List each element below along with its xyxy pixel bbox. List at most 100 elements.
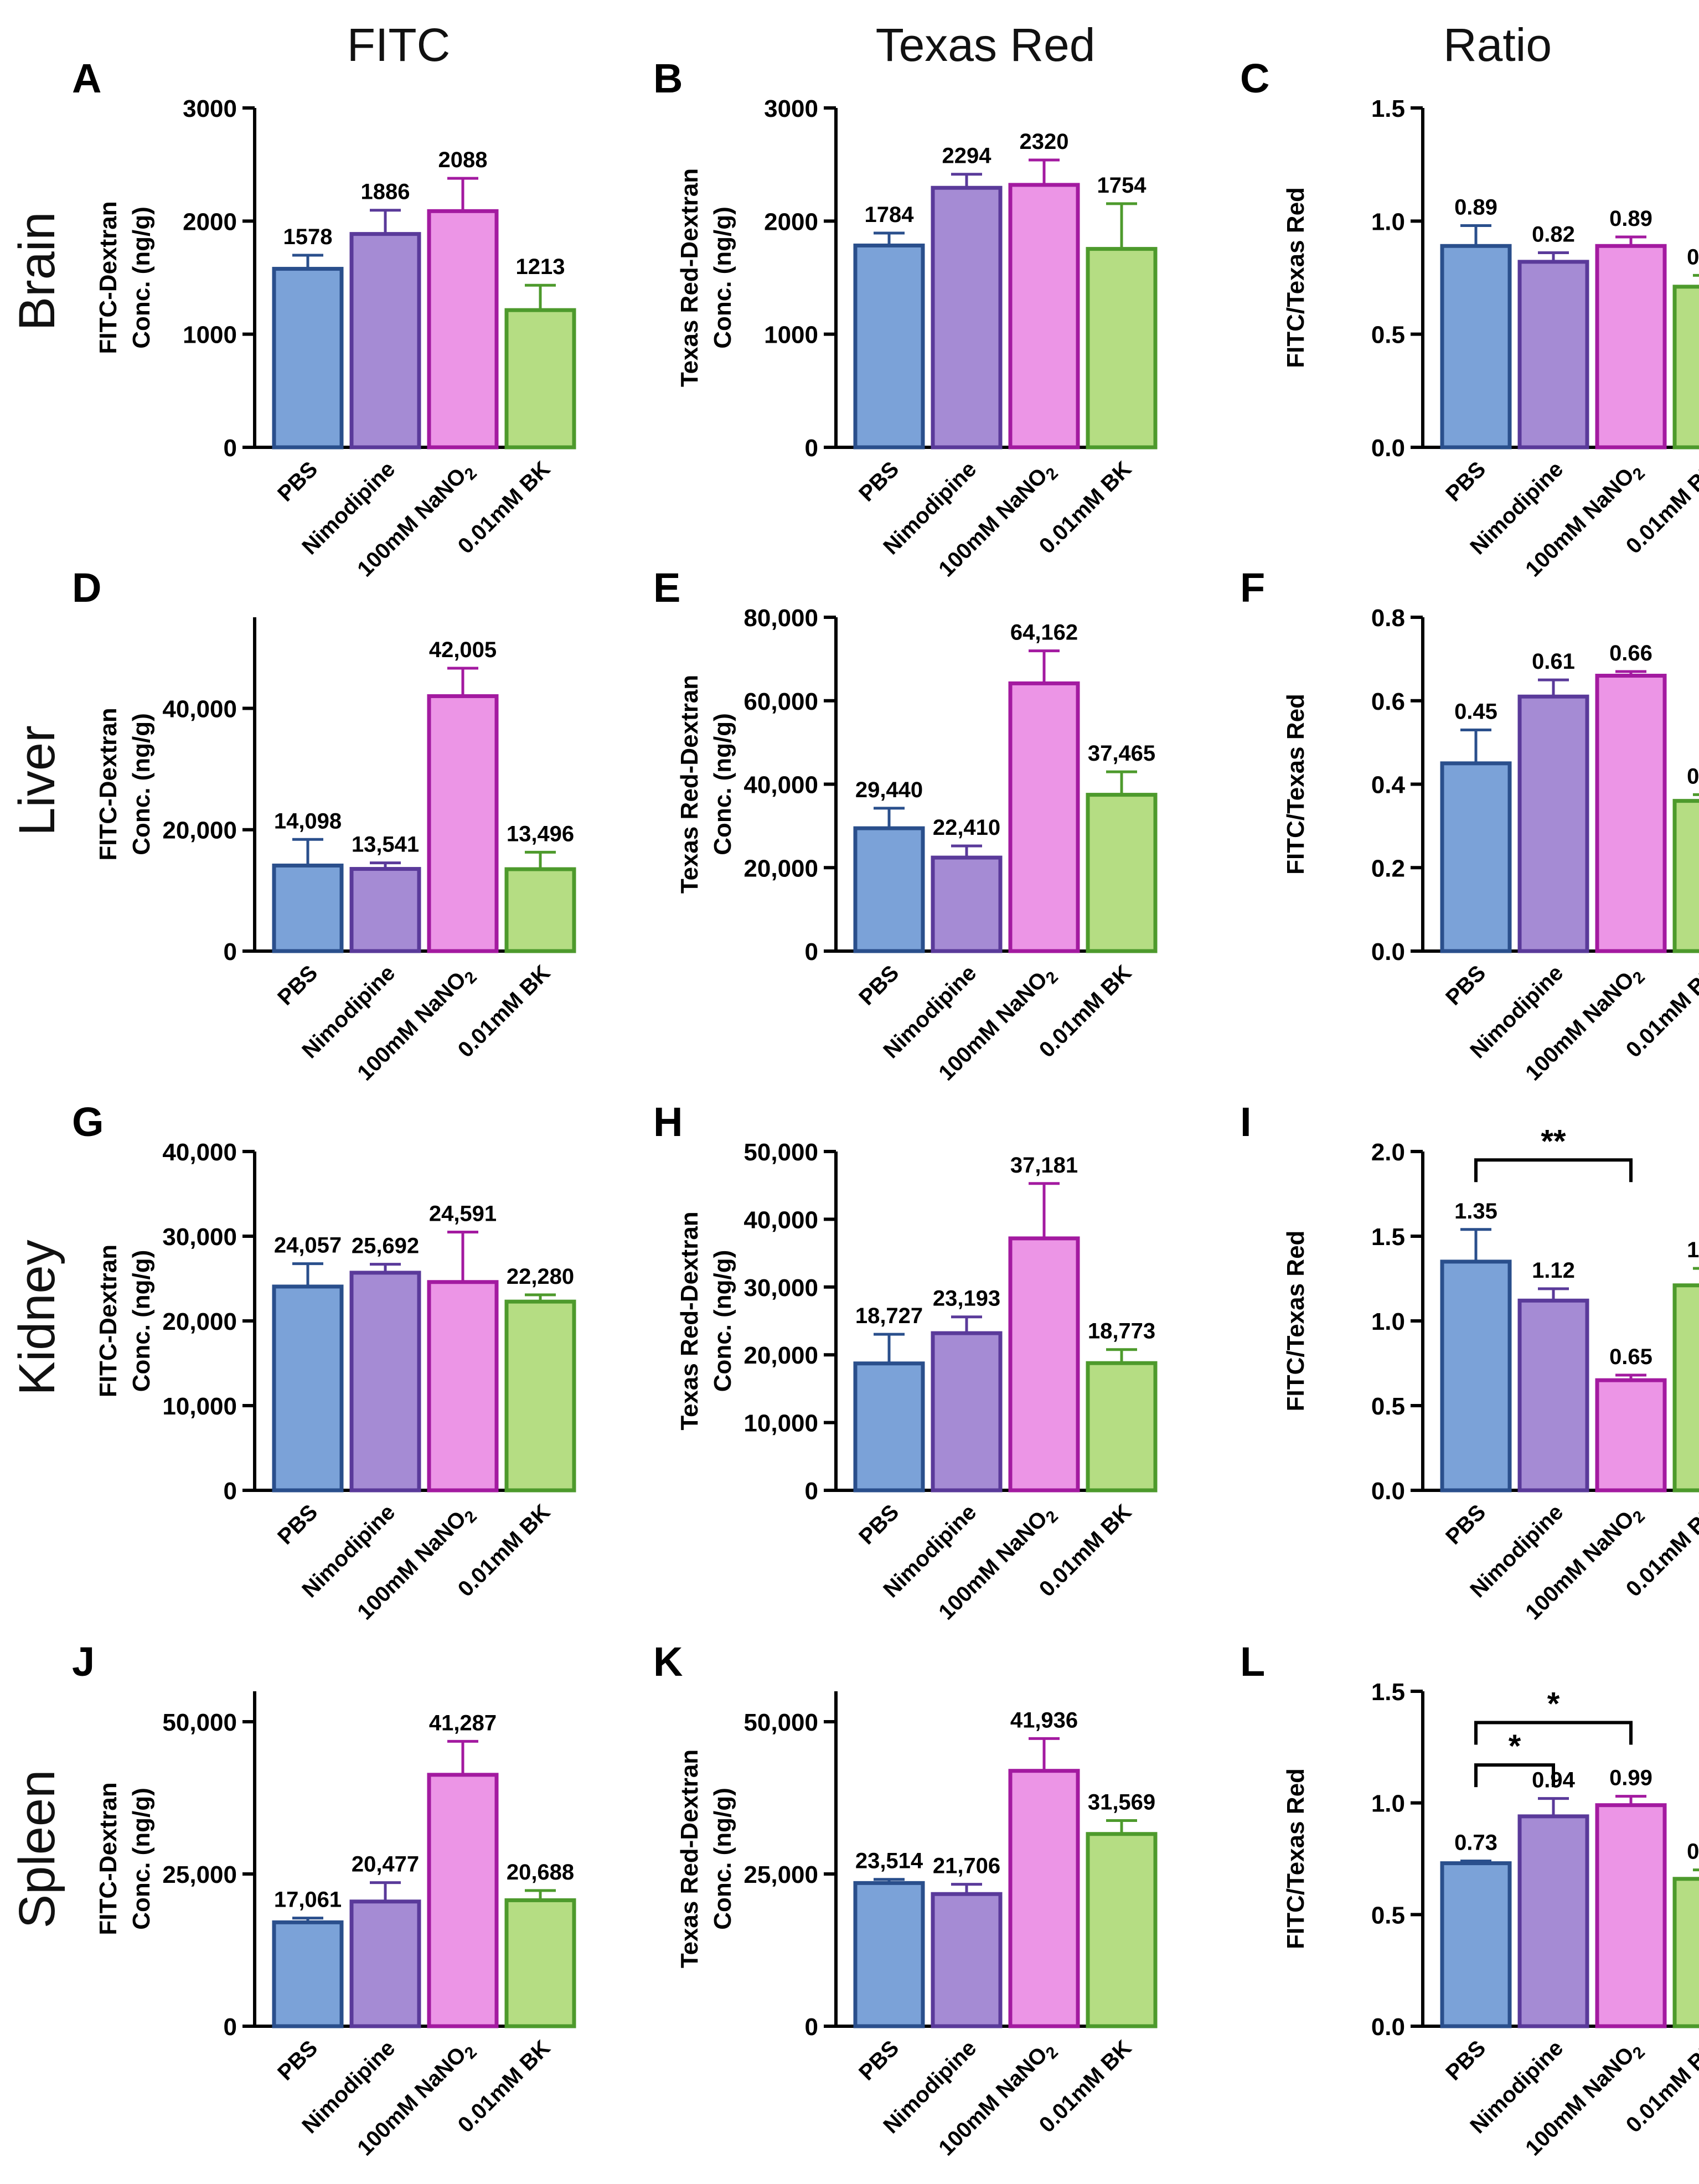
panel-letter-e: E <box>653 565 680 611</box>
y-tick-label-i-3: 1.5 <box>1371 1223 1405 1251</box>
data-label-h-0: 18,727 <box>855 1304 923 1328</box>
y-tick-label-k-1: 25,000 <box>743 1861 818 1888</box>
panel-h: H Texas Red-Dextran Conc. (ng/g) 0 10,000 20,… <box>653 1099 1158 1628</box>
category-label-k-0: PBS <box>854 2036 903 2085</box>
data-label-a-1: 1886 <box>361 180 410 204</box>
y-tick-label-g-4: 40,000 <box>162 1139 237 1166</box>
panel-letter-h: H <box>653 1099 683 1145</box>
bar-g-3 <box>504 1299 576 1493</box>
bar-f-0 <box>1440 761 1512 953</box>
panel-letter-g: G <box>72 1099 104 1145</box>
data-label-i-0: 1.35 <box>1454 1199 1497 1223</box>
data-label-f-2: 0.66 <box>1609 641 1652 665</box>
bar-l-1 <box>1517 1814 1589 2028</box>
y-axis-label-h-0: Texas Red-Dextran <box>676 1211 703 1430</box>
significance-bracket-i-0 <box>1474 1158 1633 1183</box>
y-tick-label-l-0: 0.0 <box>1371 2013 1405 2041</box>
bar-l-0 <box>1440 1861 1512 2028</box>
data-label-e-0: 29,440 <box>855 778 923 802</box>
y-tick-label-b-3: 3000 <box>764 95 818 122</box>
bar-d-1 <box>349 867 421 953</box>
row-label-brain: Brain <box>9 212 65 331</box>
y-axis-label-b-1: Conc. (ng/g) <box>709 206 736 349</box>
category-subscript-f: 2 <box>1629 968 1649 988</box>
category-subscript-g: 2 <box>461 1507 481 1527</box>
bar-e-1 <box>931 855 1003 953</box>
data-label-e-1: 22,410 <box>933 815 1000 840</box>
bar-e-2 <box>1008 681 1080 953</box>
bar-k-2 <box>1008 1769 1080 2028</box>
data-label-j-0: 17,061 <box>274 1888 342 1912</box>
data-label-e-2: 64,162 <box>1010 621 1078 645</box>
y-tick-label-g-1: 10,000 <box>162 1393 237 1420</box>
bar-h-1 <box>931 1331 1003 1493</box>
bar-b-1 <box>931 185 1003 450</box>
y-tick-label-b-0: 0 <box>805 435 818 462</box>
data-label-a-3: 1213 <box>516 255 565 279</box>
bar-i-2 <box>1595 1378 1667 1493</box>
y-tick-label-g-3: 30,000 <box>162 1223 237 1251</box>
bar-j-2 <box>427 1773 499 2028</box>
category-subscript-k: 2 <box>1042 2043 1062 2063</box>
y-tick-label-h-4: 40,000 <box>743 1206 818 1233</box>
y-tick-label-j-0: 0 <box>224 2013 237 2041</box>
bar-c-0 <box>1440 244 1512 450</box>
y-axis-label-f-0: FITC/Texas Red <box>1282 694 1309 875</box>
y-tick-label-d-2: 40,000 <box>162 695 237 722</box>
data-label-g-0: 24,057 <box>274 1233 342 1258</box>
data-label-f-1: 0.61 <box>1532 649 1575 674</box>
y-tick-label-e-1: 20,000 <box>743 855 818 882</box>
panel-k: K Texas Red-Dextran Conc. (ng/g) 0 25,000 50,… <box>653 1639 1158 2164</box>
y-tick-label-b-1: 1000 <box>764 322 818 349</box>
y-tick-label-a-0: 0 <box>224 435 237 462</box>
y-tick-label-b-2: 2000 <box>764 208 818 235</box>
data-label-g-1: 25,692 <box>352 1234 419 1258</box>
data-label-k-2: 41,936 <box>1010 1708 1078 1732</box>
significance-label-i-0: ** <box>1541 1123 1566 1159</box>
column-title-fitc: FITC <box>347 19 451 71</box>
data-label-j-2: 41,287 <box>429 1711 497 1735</box>
y-tick-label-f-3: 0.6 <box>1371 688 1405 715</box>
y-tick-label-k-0: 0 <box>805 2013 818 2041</box>
category-subscript-e: 2 <box>1042 968 1062 988</box>
panel-i: I FITC/Texas Red 0.0 0.5 1.0 1.5 2.0 1.35 PBS 1.1… <box>1240 1099 1699 1628</box>
y-tick-label-d-0: 0 <box>224 938 237 965</box>
y-axis-label-g-0: FITC-Dextran <box>95 1245 122 1397</box>
bar-h-3 <box>1086 1361 1158 1493</box>
bar-k-1 <box>931 1892 1003 2028</box>
bar-a-1 <box>349 232 421 450</box>
y-tick-label-l-2: 1.0 <box>1371 1790 1405 1818</box>
category-label-a-0: PBS <box>273 457 322 506</box>
y-tick-label-d-1: 20,000 <box>162 817 237 844</box>
bar-a-0 <box>272 267 344 450</box>
y-tick-label-e-0: 0 <box>805 938 818 965</box>
bar-b-2 <box>1008 183 1080 450</box>
y-tick-label-i-0: 0.0 <box>1371 1478 1405 1505</box>
y-tick-label-g-2: 20,000 <box>162 1308 237 1335</box>
data-label-h-2: 37,181 <box>1010 1153 1078 1178</box>
data-label-b-1: 2294 <box>942 144 992 168</box>
data-label-a-2: 2088 <box>438 148 488 172</box>
category-subscript-a: 2 <box>461 464 481 484</box>
data-label-j-1: 20,477 <box>352 1852 419 1877</box>
y-tick-label-f-2: 0.4 <box>1371 772 1406 799</box>
panel-letter-l: L <box>1240 1639 1265 1685</box>
y-axis-label-j-0: FITC-Dextran <box>95 1782 122 1935</box>
data-label-f-3: 0.36 <box>1687 764 1699 788</box>
category-label-f-0: PBS <box>1441 961 1490 1010</box>
y-tick-label-h-5: 50,000 <box>743 1139 818 1166</box>
y-axis-label-b-0: Texas Red-Dextran <box>676 168 703 387</box>
data-label-e-3: 37,465 <box>1088 741 1155 766</box>
column-title-texas-red: Texas Red <box>876 19 1096 71</box>
y-axis-label-a-0: FITC-Dextran <box>95 201 122 354</box>
data-label-i-2: 0.65 <box>1609 1345 1652 1369</box>
bar-h-2 <box>1008 1236 1080 1493</box>
y-tick-label-l-1: 0.5 <box>1371 1902 1405 1929</box>
data-label-c-2: 0.89 <box>1609 206 1652 231</box>
y-axis-label-k-0: Texas Red-Dextran <box>676 1749 703 1968</box>
category-label-l-0: PBS <box>1441 2036 1490 2085</box>
y-tick-label-h-1: 10,000 <box>743 1410 818 1437</box>
bar-c-1 <box>1517 260 1589 450</box>
bar-d-0 <box>272 863 344 953</box>
